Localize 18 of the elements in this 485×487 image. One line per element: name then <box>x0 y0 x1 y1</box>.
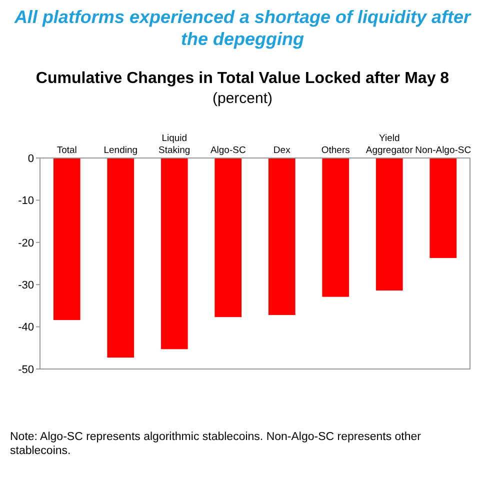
x-tick-label: Total <box>56 145 77 156</box>
chart-subtitle: (percent) <box>212 90 273 107</box>
y-tick-label: -20 <box>18 237 34 250</box>
y-tick-label: 0 <box>28 152 34 165</box>
chart-title: Cumulative Changes in Total Value Locked after May 8 <box>36 70 450 87</box>
y-tick-label: -50 <box>18 364 34 376</box>
x-tick-label: Lending <box>104 145 138 156</box>
x-tick-label: Algo-SC <box>210 145 246 156</box>
y-tick-label: -30 <box>18 279 34 292</box>
y-tick-label: -10 <box>18 195 34 208</box>
x-tick-label: Non-Algo-SC <box>415 145 472 156</box>
x-tick-label: Dex <box>273 145 291 156</box>
x-tick-label: Others <box>321 145 350 156</box>
x-tick-label: Yield Aggregator <box>366 133 413 156</box>
x-tick-label: Liquid Staking <box>158 133 190 156</box>
text: All platforms experienced a shortage of liquidity after the depegging <box>13 6 472 50</box>
text: Note: Algo-SC represents algorithmic stablecoins. Non-Algo-SC represents other stablecoins. <box>10 430 422 458</box>
y-tick-label: -40 <box>18 322 34 334</box>
